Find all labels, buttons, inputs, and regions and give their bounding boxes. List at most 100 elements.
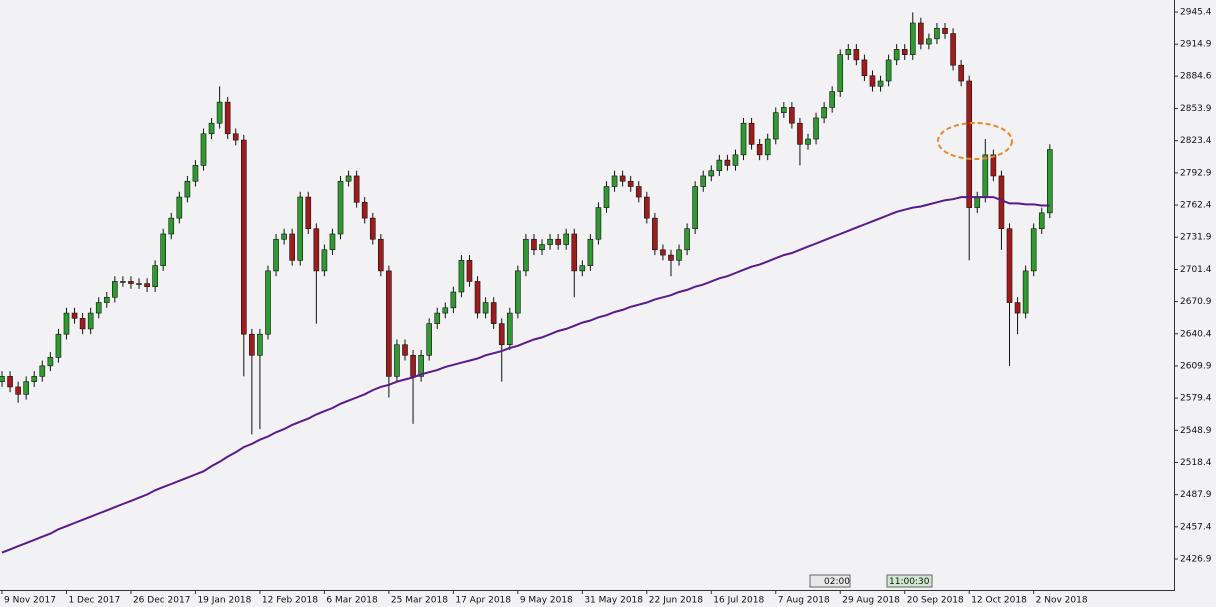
y-tick-label: 2823.4 (1180, 136, 1212, 146)
candle-body (216, 101, 223, 124)
candle-body (184, 180, 191, 198)
y-tick-label: 2731.9 (1180, 233, 1212, 243)
candle-body (386, 270, 392, 377)
candle-body (450, 291, 457, 309)
candle-body (756, 144, 763, 156)
candle-body (869, 75, 876, 87)
candle-body (353, 175, 360, 203)
candle-body (23, 381, 29, 395)
candle-body (789, 107, 795, 124)
candle-body (942, 27, 948, 34)
candle-body (1030, 228, 1037, 272)
candle-body (474, 281, 481, 314)
x-tick-label: 9 May 2018 (520, 596, 573, 606)
candle-body (47, 357, 54, 367)
candle-body (579, 265, 586, 272)
plot (0, 12, 1053, 554)
candle-body (297, 196, 304, 261)
candle-body (241, 139, 247, 335)
candle-body (1047, 149, 1053, 214)
x-tick-label: 12 Feb 2018 (262, 596, 318, 606)
candle-body (901, 49, 908, 55)
candle-body (950, 33, 956, 66)
candle-body (0, 376, 5, 382)
candle-body (603, 186, 610, 208)
candle-body (724, 159, 731, 166)
candle-body (539, 244, 545, 251)
candle-body (627, 180, 634, 187)
candle-body (281, 233, 287, 240)
candle-body (442, 307, 449, 314)
candle-body (1022, 270, 1029, 314)
candle-body (136, 283, 142, 285)
candle-body (39, 365, 46, 377)
candle-body (498, 323, 505, 346)
candle-body (257, 333, 263, 356)
y-tick-label: 2945.4 (1180, 8, 1212, 18)
moving-average (1, 196, 1050, 554)
y-tick-label: 2487.9 (1180, 490, 1212, 500)
candle-body (587, 238, 594, 266)
candle-body (813, 117, 819, 140)
candle-body (909, 22, 916, 55)
x-tick-label: 19 Jan 2018 (197, 596, 251, 606)
candle-body (337, 180, 344, 235)
y-tick-label: 2518.4 (1180, 458, 1212, 468)
candle-body (934, 27, 940, 40)
y-tick-label: 2914.9 (1180, 40, 1212, 50)
candle-body (829, 91, 835, 108)
candle-body (369, 217, 376, 240)
candle-body (418, 354, 424, 377)
x-tick-label: 6 Mar 2018 (326, 596, 378, 606)
candle-body (192, 165, 199, 182)
candle-body (732, 154, 739, 166)
candle-body (103, 296, 110, 303)
candle-body (120, 281, 126, 283)
candle-body (643, 196, 650, 219)
candle-body (619, 175, 626, 182)
time-marker-box (809, 574, 851, 588)
candle-body (112, 281, 118, 298)
candle-body (982, 154, 989, 198)
candle-body (563, 233, 570, 245)
candle-body (684, 228, 690, 251)
candle-body (144, 283, 150, 288)
x-tick-label: 22 Jun 2018 (649, 596, 703, 606)
candle-body (821, 107, 827, 119)
candle-body (31, 376, 38, 382)
candle-body (71, 312, 78, 319)
candle-body (87, 312, 94, 330)
y-tick-label: 2457.4 (1180, 522, 1212, 532)
y-tick-label: 2426.9 (1180, 554, 1212, 564)
y-tick-label: 2884.6 (1180, 72, 1212, 82)
x-tick-label: 1 Dec 2017 (68, 596, 120, 606)
candle-body (861, 59, 868, 77)
candle-body (837, 54, 844, 92)
candle-body (974, 196, 981, 208)
time-marker: 02:00 (824, 577, 850, 587)
candle-body (805, 138, 811, 145)
candle-body (797, 122, 803, 145)
candle-body (893, 49, 900, 61)
candle-body (208, 122, 215, 135)
x-tick-label: 9 Nov 2017 (4, 596, 56, 606)
y-tick-label: 2762.4 (1180, 201, 1212, 211)
candle-body (692, 186, 698, 230)
x-tick-label: 25 Mar 2018 (391, 596, 448, 606)
x-tick-label: 29 Aug 2018 (842, 596, 900, 606)
candle-body (708, 170, 715, 177)
y-tick-label: 2579.4 (1180, 394, 1212, 404)
candle-body (1014, 302, 1021, 314)
candle-body (160, 233, 166, 266)
candle-body (523, 238, 529, 272)
candle-body (676, 249, 682, 261)
candle-body (1038, 212, 1045, 230)
candle-body (668, 254, 674, 261)
candle-body (402, 344, 408, 356)
y-tick-label: 2548.9 (1180, 426, 1212, 436)
candle-body (79, 318, 86, 330)
candle-body (652, 217, 658, 251)
